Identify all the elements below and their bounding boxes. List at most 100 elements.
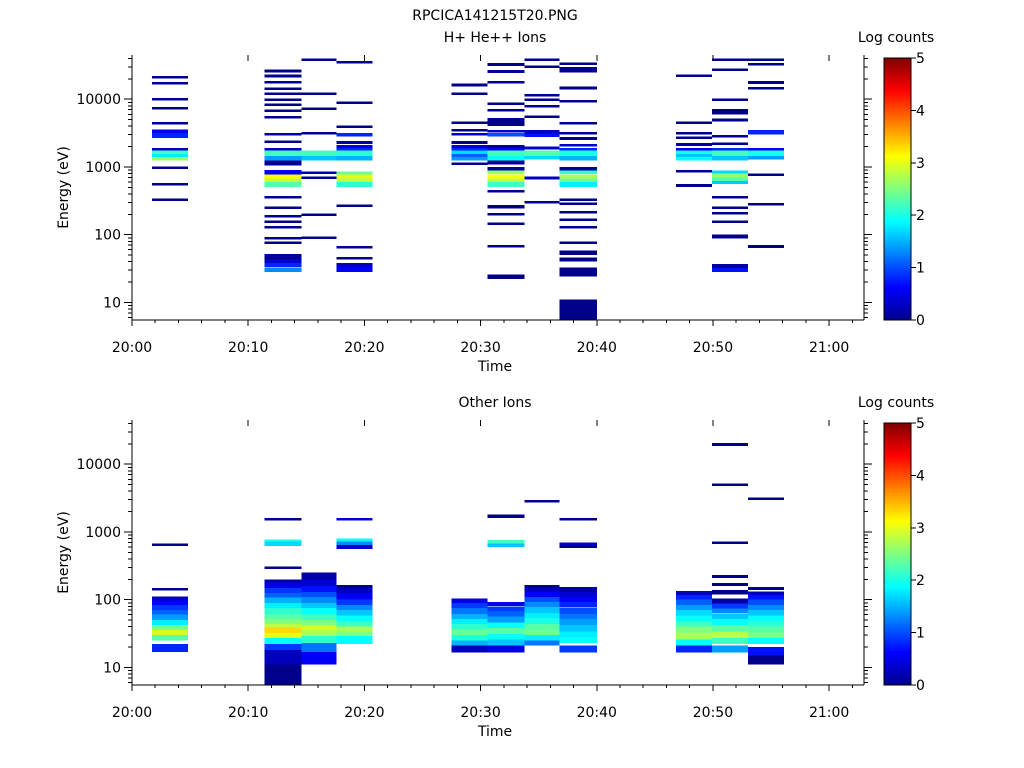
heatmap-cell (151, 596, 188, 601)
heatmap-cell (675, 154, 712, 158)
heatmap-cell (711, 173, 748, 178)
heatmap-cell (747, 63, 784, 66)
heatmap-cell (301, 620, 337, 626)
heatmap-cell (264, 628, 302, 634)
heatmap-cell (336, 125, 373, 128)
heatmap-cell (559, 62, 597, 65)
heatmap-cell (264, 664, 302, 685)
heatmap-cell (487, 174, 525, 179)
heatmap-cell (487, 132, 525, 137)
x-axis-label: Time (477, 359, 512, 375)
heatmap-cell (487, 148, 525, 151)
heatmap-cell (301, 596, 337, 603)
heatmap-cell (524, 200, 560, 204)
heatmap-cell (264, 220, 302, 223)
heatmap-cell (451, 608, 488, 614)
heatmap-cell (336, 204, 373, 207)
heatmap-cell (711, 589, 748, 595)
heatmap-cell (151, 198, 188, 201)
heatmap-cell (559, 225, 597, 229)
heatmap-cell (264, 196, 302, 199)
heatmap-cell (711, 148, 748, 151)
heatmap-cell (151, 183, 188, 186)
heatmap-cell (711, 68, 748, 72)
heatmap-cell (264, 148, 302, 151)
heatmap-cell (524, 130, 560, 134)
heatmap-cell (524, 98, 560, 101)
heatmap-cell (487, 622, 525, 629)
heatmap-cell (151, 604, 188, 611)
heatmap-cell (301, 58, 337, 61)
heatmap-cell (747, 594, 784, 600)
heatmap-cell (524, 640, 560, 646)
heatmap-cell (336, 626, 373, 632)
heatmap-cell (451, 645, 488, 653)
heatmap-cell (264, 115, 302, 119)
heatmap-cell (559, 218, 597, 222)
heatmap-cell (487, 639, 525, 646)
heatmap-cell (711, 58, 748, 61)
y-tick-label: 10000 (76, 457, 121, 473)
heatmap-cell (524, 500, 560, 503)
heatmap-cell (264, 263, 302, 268)
heatmap-cell (747, 130, 784, 135)
colorbar-label: Log counts (858, 30, 934, 46)
heatmap-cell (747, 591, 784, 595)
heatmap-cell (487, 611, 525, 617)
x-tick-label: 20:30 (460, 705, 500, 721)
heatmap-cell (487, 150, 525, 156)
heatmap-cell (301, 213, 337, 217)
heatmap-cell (711, 206, 748, 209)
heatmap-cell (747, 647, 784, 656)
x-tick-label: 20:20 (344, 705, 384, 721)
heatmap-cell (711, 196, 748, 199)
heatmap-cell (487, 189, 525, 193)
heatmap-cell (711, 613, 748, 619)
heatmap-cell (711, 263, 748, 269)
heatmap-cell (524, 623, 560, 630)
heatmap-cell (264, 87, 302, 90)
figure-title: RPCICA141215T20.PNG (412, 8, 577, 24)
heatmap-cell (487, 204, 525, 209)
heatmap-cell (524, 635, 560, 641)
heatmap-cell (264, 103, 302, 107)
heatmap-cell (301, 236, 337, 239)
heatmap-cell (336, 636, 373, 645)
heatmap-cell (151, 629, 188, 636)
heatmap-cell (559, 602, 597, 608)
heatmap-cell (524, 629, 560, 636)
x-tick-label: 21:00 (809, 705, 849, 721)
heatmap-cell (264, 81, 302, 84)
heatmap-cell (264, 623, 302, 629)
colorbar-gradient (883, 422, 912, 686)
heatmap-cell (711, 181, 748, 184)
heatmap-cell (487, 634, 525, 640)
heatmap-cell (524, 607, 560, 613)
x-ticks: 20:00 20:10 20:20 20:30 20:40 20:50 21:00 (112, 420, 853, 721)
heatmap-cell (524, 602, 560, 607)
heatmap-cell (747, 655, 784, 665)
heatmap-cell (559, 143, 597, 147)
heatmap-cell (747, 604, 784, 611)
panel-title: Other Ions (458, 395, 531, 411)
heatmap-cell (711, 142, 748, 146)
y-tick-label: 100 (94, 593, 121, 609)
heatmap-cell (451, 157, 488, 161)
heatmap-cell (264, 593, 302, 598)
heatmap-cell (487, 245, 525, 248)
heatmap-cells (151, 443, 784, 685)
heatmap-cell (487, 178, 525, 182)
heatmap-cell (264, 160, 302, 166)
colorbar-tick-label: 0 (916, 313, 925, 329)
heatmap-cell (336, 174, 373, 179)
heatmap-cell (151, 166, 188, 169)
heatmap-cell (559, 150, 597, 156)
heatmap-cell (336, 263, 373, 267)
heatmap-cell (559, 586, 597, 592)
heatmap-cell (487, 167, 525, 171)
heatmap-cell (336, 182, 373, 187)
heatmap-cells (151, 58, 784, 320)
colorbar-tick-label: 5 (916, 51, 925, 67)
heatmap-cell (711, 234, 748, 239)
